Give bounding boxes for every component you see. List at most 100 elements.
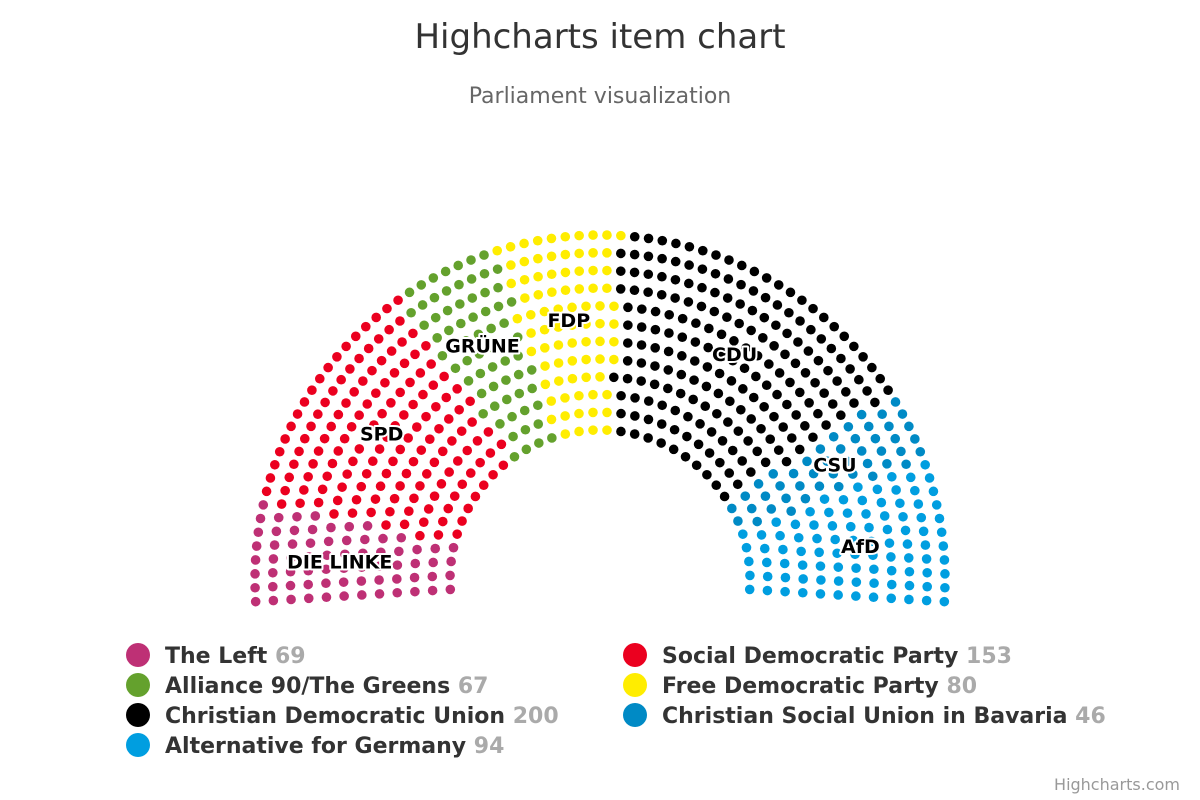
seat-dot[interactable]	[602, 425, 612, 435]
seat-dot[interactable]	[560, 267, 571, 278]
seat-dot[interactable]	[384, 324, 394, 335]
seat-dot[interactable]	[940, 569, 950, 579]
seat-dot[interactable]	[920, 459, 930, 470]
seat-dot[interactable]	[380, 377, 390, 388]
seat-dot[interactable]	[456, 318, 466, 329]
seat-dot[interactable]	[869, 578, 879, 589]
seat-dot[interactable]	[567, 302, 577, 313]
seat-dot[interactable]	[701, 381, 712, 392]
seat-dot[interactable]	[715, 457, 725, 468]
seat-dot[interactable]	[415, 481, 425, 491]
seat-dot[interactable]	[864, 522, 874, 533]
seat-dot[interactable]	[827, 399, 838, 409]
seat-dot[interactable]	[715, 349, 726, 359]
seat-dot[interactable]	[307, 524, 318, 535]
seat-dot[interactable]	[816, 334, 827, 344]
seat-dot[interactable]	[388, 456, 398, 467]
seat-dot[interactable]	[519, 274, 530, 285]
seat-dot[interactable]	[595, 301, 605, 311]
seat-dot[interactable]	[824, 507, 834, 518]
seat-dot[interactable]	[410, 349, 420, 360]
seat-dot[interactable]	[390, 421, 400, 431]
seat-dot[interactable]	[736, 404, 746, 415]
seat-dot[interactable]	[904, 580, 915, 591]
seat-dot[interactable]	[520, 293, 530, 303]
seat-dot[interactable]	[480, 287, 490, 298]
seat-dot[interactable]	[739, 363, 750, 374]
seat-dot[interactable]	[650, 361, 660, 371]
seat-dot[interactable]	[697, 245, 708, 256]
seat-dot[interactable]	[788, 468, 799, 479]
seat-dot[interactable]	[371, 312, 381, 323]
seat-dot[interactable]	[839, 331, 850, 342]
seat-dot[interactable]	[723, 274, 734, 284]
seat-dot[interactable]	[829, 321, 840, 332]
seat-dot[interactable]	[419, 320, 429, 331]
seat-dot[interactable]	[670, 274, 681, 285]
seat-dot[interactable]	[392, 560, 403, 570]
seat-dot[interactable]	[408, 328, 418, 339]
seat-dot[interactable]	[430, 543, 441, 554]
seat-dot[interactable]	[772, 300, 783, 310]
seat-dot[interactable]	[921, 595, 932, 606]
seat-dot[interactable]	[443, 414, 454, 424]
seat-dot[interactable]	[650, 306, 661, 317]
seat-dot[interactable]	[410, 586, 420, 597]
seat-dot[interactable]	[696, 301, 707, 312]
seat-dot[interactable]	[371, 388, 381, 398]
seat-dot[interactable]	[289, 525, 300, 536]
seat-dot[interactable]	[567, 320, 577, 330]
seat-dot[interactable]	[313, 497, 324, 508]
seat-dot[interactable]	[356, 562, 367, 572]
seat-dot[interactable]	[574, 390, 584, 401]
seat-dot[interactable]	[567, 373, 578, 384]
seat-dot[interactable]	[560, 393, 570, 403]
seat-dot[interactable]	[265, 473, 276, 483]
seat-dot[interactable]	[506, 278, 517, 289]
seat-dot[interactable]	[289, 459, 299, 470]
seat-dot[interactable]	[346, 421, 357, 432]
seat-dot[interactable]	[299, 433, 310, 444]
seat-dot[interactable]	[913, 499, 924, 509]
seat-dot[interactable]	[361, 468, 372, 479]
seat-dot[interactable]	[444, 325, 454, 336]
seat-dot[interactable]	[322, 471, 333, 482]
seat-dot[interactable]	[399, 358, 410, 369]
seat-dot[interactable]	[867, 362, 877, 373]
seat-dot[interactable]	[396, 532, 407, 543]
seat-dot[interactable]	[332, 495, 343, 506]
seat-dot[interactable]	[333, 409, 344, 420]
seat-dot[interactable]	[483, 427, 494, 437]
seat-dot[interactable]	[434, 423, 444, 434]
seat-dot[interactable]	[875, 373, 886, 384]
seat-dot[interactable]	[870, 433, 881, 444]
seat-dot[interactable]	[812, 533, 822, 544]
seat-dot[interactable]	[344, 521, 355, 532]
seat-dot[interactable]	[903, 553, 914, 563]
seat-dot[interactable]	[738, 384, 748, 394]
seat-dot[interactable]	[629, 267, 640, 278]
seat-dot[interactable]	[430, 312, 441, 323]
seat-dot[interactable]	[421, 341, 431, 351]
seat-dot[interactable]	[821, 420, 831, 430]
seat-dot[interactable]	[429, 457, 440, 468]
seat-dot[interactable]	[849, 398, 859, 408]
seat-dot[interactable]	[369, 420, 379, 430]
seat-dot[interactable]	[385, 506, 395, 517]
seat-dot[interactable]	[475, 457, 485, 468]
seat-dot[interactable]	[533, 400, 543, 411]
seat-dot[interactable]	[886, 552, 896, 562]
seat-dot[interactable]	[269, 540, 280, 550]
seat-dot[interactable]	[830, 534, 840, 545]
seat-dot[interactable]	[822, 456, 832, 467]
seat-dot[interactable]	[588, 283, 598, 294]
seat-dot[interactable]	[441, 286, 452, 296]
seat-dot[interactable]	[938, 541, 949, 551]
seat-dot[interactable]	[299, 485, 309, 495]
seat-dot[interactable]	[415, 368, 426, 378]
seat-dot[interactable]	[856, 409, 867, 420]
seat-dot[interactable]	[815, 589, 826, 599]
seat-dot[interactable]	[452, 529, 462, 539]
seat-dot[interactable]	[656, 289, 667, 300]
seat-dot[interactable]	[526, 346, 537, 357]
